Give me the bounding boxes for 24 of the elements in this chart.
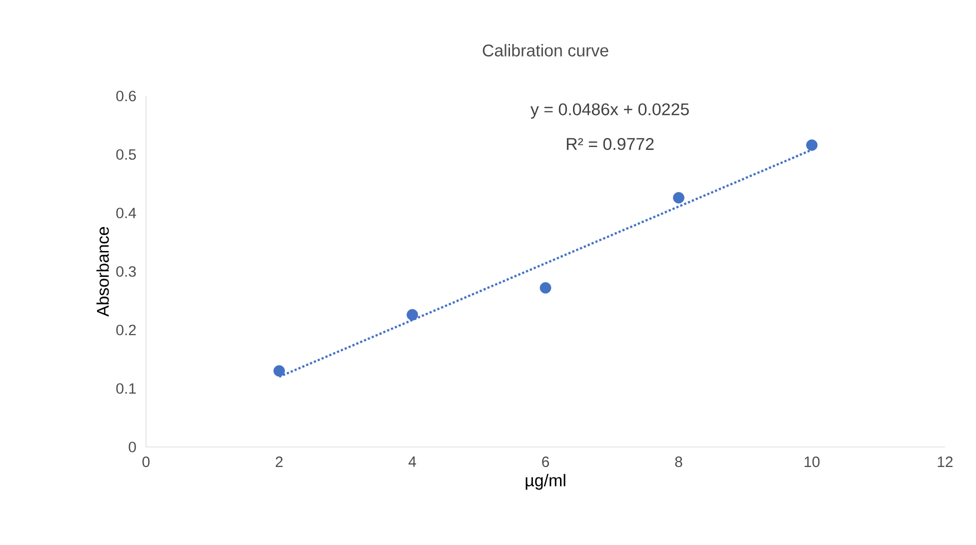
y-tick-label: 0.1 — [116, 383, 136, 394]
annotation: y = 0.0486x + 0.0225 — [530, 103, 689, 119]
y-axis-title: Absorbance — [96, 227, 109, 317]
x-tick-label: 2 — [276, 456, 283, 467]
y-tick-label: 0.6 — [116, 90, 136, 102]
point — [540, 282, 552, 294]
point — [806, 139, 818, 151]
x-tick-label: 6 — [542, 456, 550, 468]
x-axis-title: µg/ml — [526, 474, 566, 490]
chart-title: Calibration curve — [482, 44, 608, 56]
x-tick-label: 10 — [804, 456, 820, 468]
point — [273, 365, 285, 377]
point — [406, 309, 418, 320]
annotation: R² = 0.9772 — [566, 138, 654, 150]
x-tick-label: 12 — [938, 456, 953, 467]
x-tick-label: 0 — [142, 456, 150, 468]
y-tick-label: 0 — [128, 442, 136, 452]
y-tick-label: 0.2 — [116, 324, 136, 336]
y-tick-label: 0.4 — [116, 208, 136, 218]
x-tick-label: 8 — [675, 456, 682, 468]
x-tick-label: 4 — [408, 456, 416, 467]
y-tick-label: 0.5 — [116, 149, 136, 160]
point — [672, 192, 684, 204]
y-tick-label: 0.3 — [116, 266, 136, 277]
